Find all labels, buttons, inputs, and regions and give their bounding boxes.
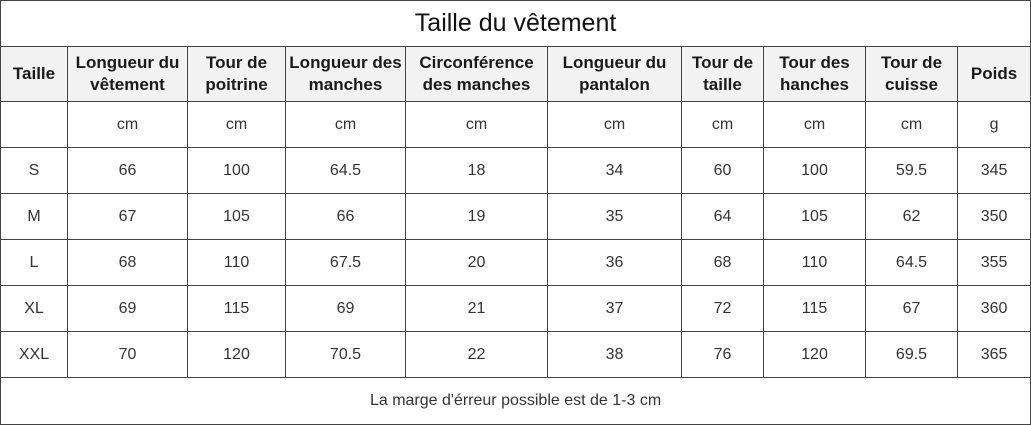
measurement-cell: 22 [405,331,548,378]
unit-cell: cm [763,101,866,148]
unit-cell: cm [285,101,406,148]
measurement-cell: 105 [187,193,286,240]
measurement-cell: 70.5 [285,331,406,378]
measurement-cell: 38 [547,331,682,378]
unit-cell: cm [67,101,188,148]
measurement-cell: 67 [865,285,958,332]
measurement-cell: 76 [681,331,764,378]
measurement-cell: 67 [67,193,188,240]
measurement-cell: 115 [187,285,286,332]
column-header-label: Longueur du vêtement [75,53,180,94]
table-row: M 67 105 66 19 35 64 105 62 350 [0,193,1031,240]
measurement-cell: 66 [285,193,406,240]
size-cell: L [0,239,68,286]
size-cell: XXL [0,331,68,378]
measurement-cell: 35 [547,193,682,240]
measurement-cell: 18 [405,147,548,194]
measurement-cell: 60 [681,147,764,194]
measurement-cell: 69.5 [865,331,958,378]
unit-row: cm cm cm cm cm cm cm cm g [0,101,1031,148]
column-header: Longueur des manches [285,46,406,102]
size-cell: M [0,193,68,240]
measurement-cell: 105 [763,193,866,240]
unit-cell: cm [405,101,548,148]
unit-cell [0,101,68,148]
size-cell: XL [0,285,68,332]
table-row: S 66 100 64.5 18 34 60 100 59.5 345 [0,147,1031,194]
measurement-cell: 120 [763,331,866,378]
column-header: Tour de taille [681,46,764,102]
measurement-cell: 68 [681,239,764,286]
error-margin-note: La marge d'érreur possible est de 1-3 cm [0,377,1031,425]
measurement-cell: 64 [681,193,764,240]
table-row: XXL 70 120 70.5 22 38 76 120 69.5 365 [0,331,1031,378]
measurement-cell: 64.5 [285,147,406,194]
measurement-cell: 69 [285,285,406,332]
measurement-cell: 360 [956,285,1031,332]
measurement-cell: 67.5 [285,239,406,286]
column-header-label: Tour de cuisse [880,53,943,94]
measurement-cell: 120 [187,331,286,378]
measurement-cell: 36 [547,239,682,286]
table-row: XL 69 115 69 21 37 72 115 67 360 [0,285,1031,332]
unit-cell: g [956,101,1031,148]
measurement-cell: 70 [67,331,188,378]
column-header: Longueur du pantalon [547,46,682,102]
size-cell: S [0,147,68,194]
measurement-cell: 69 [67,285,188,332]
column-header: Poids [956,46,1031,102]
measurement-cell: 62 [865,193,958,240]
column-header-label: Taille [12,64,56,83]
table-row: L 68 110 67.5 20 36 68 110 64.5 355 [0,239,1031,286]
measurement-cell: 345 [956,147,1031,194]
header-row: Taille Longueur du vêtement Tour de poitri… [0,46,1031,102]
measurement-cell: 115 [763,285,866,332]
column-header-label: Tour de poitrine [205,53,268,94]
measurement-cell: 110 [763,239,866,286]
measurement-cell: 21 [405,285,548,332]
measurement-cell: 72 [681,285,764,332]
unit-cell: cm [187,101,286,148]
column-header-label: Circonférence des manches [419,53,534,94]
measurement-cell: 100 [187,147,286,194]
unit-cell: cm [865,101,958,148]
measurement-cell: 37 [547,285,682,332]
column-header: Circonférence des manches [405,46,548,102]
measurement-cell: 34 [547,147,682,194]
column-header: Longueur du vêtement [67,46,188,102]
column-header: Tour des hanches [763,46,866,102]
measurement-cell: 66 [67,147,188,194]
measurement-cell: 365 [956,331,1031,378]
column-header-label: Tour des hanches [779,53,850,94]
column-header-label: Poids [970,64,1018,83]
measurement-cell: 64.5 [865,239,958,286]
measurement-cell: 350 [956,193,1031,240]
column-header: Tour de cuisse [865,46,958,102]
measurement-cell: 355 [956,239,1031,286]
measurement-cell: 100 [763,147,866,194]
measurement-cell: 20 [405,239,548,286]
column-header: Taille [0,46,68,102]
column-header-label: Tour de taille [691,53,754,94]
measurement-cell: 19 [405,193,548,240]
column-header: Tour de poitrine [187,46,286,102]
measurement-cell: 110 [187,239,286,286]
column-header-label: Longueur des manches [289,53,402,94]
column-header-label: Longueur du pantalon [562,53,667,94]
unit-cell: cm [547,101,682,148]
unit-cell: cm [681,101,764,148]
measurement-cell: 68 [67,239,188,286]
measurement-cell: 59.5 [865,147,958,194]
table-title: Taille du vêtement [0,0,1031,47]
